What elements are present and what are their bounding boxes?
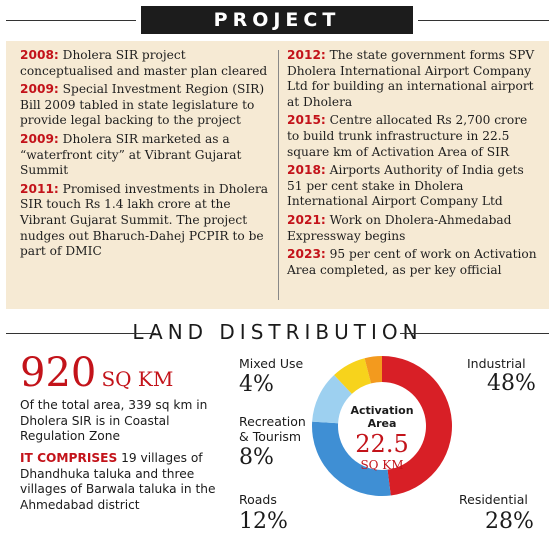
timeline-entry: 2023: 95 per cent of work on Activation … <box>287 247 542 278</box>
pct-mixed-use: 4% <box>239 372 274 397</box>
timeline-text: Airports Authority of India gets 51 per … <box>287 163 524 209</box>
timeline-year: 2011: <box>20 181 59 196</box>
ld-rule-right <box>400 333 549 334</box>
timeline-year: 2009: <box>20 82 59 97</box>
pct-industrial: 48% <box>487 371 536 396</box>
label-residential: Residential <box>459 492 528 507</box>
villages-note-lead: IT COMPRISES <box>20 451 118 465</box>
timeline-year: 2018: <box>287 163 326 178</box>
timeline-year: 2023: <box>287 247 326 262</box>
donut-center-value: 22.5 <box>355 430 409 458</box>
donut-slice-recreation-tourism <box>334 358 372 394</box>
land-distribution-donut <box>312 356 453 496</box>
label-mixed-use: Mixed Use <box>239 356 304 371</box>
donut-center-unit: SQ KM <box>360 458 404 472</box>
timeline-year: 2015: <box>287 113 326 128</box>
timeline-entry: 2021: Work on Dholera-Ahmedabad Expressw… <box>287 213 542 244</box>
timeline-text: Dholera SIR marketed as a “waterfront ci… <box>20 131 242 178</box>
label-roads: Roads <box>239 492 277 507</box>
timeline-entry: 2012: The state government forms SPV Dho… <box>287 48 542 110</box>
timeline-entry: 2015: Centre allocated Rs 2,700 crore to… <box>287 113 542 160</box>
donut-slice-mixed-use <box>364 356 382 384</box>
timeline-text: Centre allocated Rs 2,700 crore to build… <box>287 113 528 159</box>
page-title: PROJECT TIMELINE <box>141 6 413 59</box>
timeline-entry: 2011: Promised investments in Dholera SI… <box>20 182 270 260</box>
timeline-right-column: 2012: The state government forms SPV Dho… <box>287 48 542 281</box>
total-area: 920 SQ KM <box>20 352 173 394</box>
pct-residential: 28% <box>485 509 534 534</box>
donut-center-label: Activation Area <box>350 404 414 430</box>
villages-note-text: 19 villages of Dhandhuka taluka and thre… <box>20 451 216 512</box>
pct-roads: 12% <box>239 509 288 534</box>
land-distribution-title: LAND DISTRIBUTION <box>132 320 423 344</box>
label-industrial: Industrial <box>467 356 526 371</box>
timeline-entry: 2009: Dholera SIR marketed as a “waterfr… <box>20 132 270 179</box>
timeline-year: 2008: <box>20 48 59 62</box>
donut-slice-industrial <box>382 356 453 496</box>
timeline-text: Special Investment Region (SIR) Bill 200… <box>20 82 265 128</box>
timeline-entry: 2009: Special Investment Region (SIR) Bi… <box>20 82 270 129</box>
crz-note: Of the total area, 339 sq km in Dholera … <box>20 398 208 444</box>
timeline-panel <box>6 41 549 309</box>
timeline-entry: 2018: Airports Authority of India gets 5… <box>287 163 542 210</box>
timeline-year: 2021: <box>287 212 326 227</box>
timeline-left-column: 2008: Dholera SIR project conceptualised… <box>20 48 270 263</box>
title-rule-left <box>6 20 136 21</box>
total-area-value: 920 <box>20 350 97 396</box>
timeline-text: 95 per cent of work on Activation Area c… <box>287 247 537 277</box>
label-recreation: Recreation & Tourism <box>239 414 306 444</box>
timeline-entry: 2008: Dholera SIR project conceptualised… <box>20 48 270 79</box>
timeline-text: The state government forms SPV Dholera I… <box>287 48 535 109</box>
title-rule-right <box>418 20 549 21</box>
column-divider <box>278 50 279 300</box>
ld-rule-left <box>6 333 156 334</box>
donut-slice-residential <box>312 421 391 496</box>
timeline-text: Work on Dholera-Ahmedabad Expressway beg… <box>287 212 512 243</box>
timeline-text: Promised investments in Dholera SIR touc… <box>20 181 269 259</box>
pct-recreation: 8% <box>239 445 274 470</box>
donut-slice-roads <box>312 374 352 424</box>
timeline-year: 2009: <box>20 131 59 146</box>
villages-note: IT COMPRISES 19 villages of Dhandhuka ta… <box>20 451 230 513</box>
total-area-unit: SQ KM <box>101 367 174 391</box>
timeline-text: Dholera SIR project conceptualised and m… <box>20 48 268 78</box>
timeline-year: 2012: <box>287 48 326 62</box>
